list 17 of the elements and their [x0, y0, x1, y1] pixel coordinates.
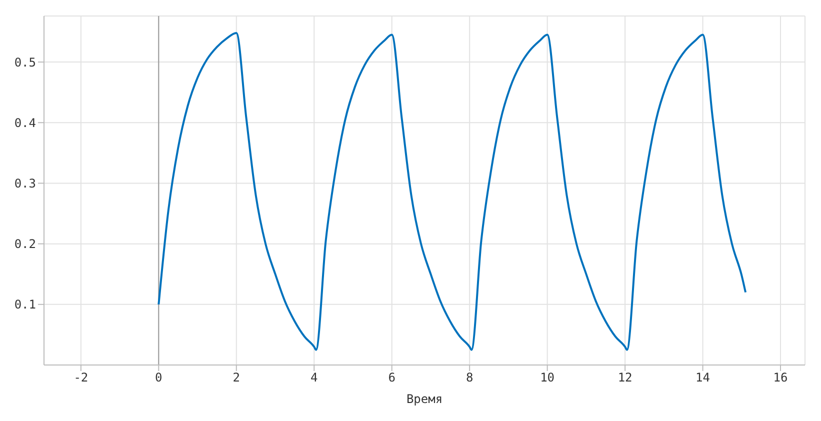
- x-tick-label: 6: [388, 370, 396, 385]
- x-tick-label: 8: [466, 370, 474, 385]
- x-tick-label: 2: [232, 370, 240, 385]
- x-tick-label: 16: [773, 370, 788, 385]
- x-tick-label: 14: [696, 370, 710, 385]
- y-tick-label: 0.1: [14, 298, 36, 312]
- x-tick-label: 0: [155, 370, 162, 385]
- x-tick-label: 4: [310, 370, 318, 385]
- y-tick-label: 0.4: [14, 116, 36, 130]
- x-tick-label: 10: [540, 370, 555, 385]
- y-tick-label: 0.5: [14, 55, 36, 70]
- y-tick-label: 0.3: [14, 176, 36, 190]
- y-tick-label: 0.2: [14, 237, 36, 252]
- x-tick-label: 12: [618, 370, 632, 385]
- line-series: [158, 32, 747, 351]
- x-axis-title: Время: [406, 392, 443, 406]
- x-tick-label: -2: [74, 370, 88, 385]
